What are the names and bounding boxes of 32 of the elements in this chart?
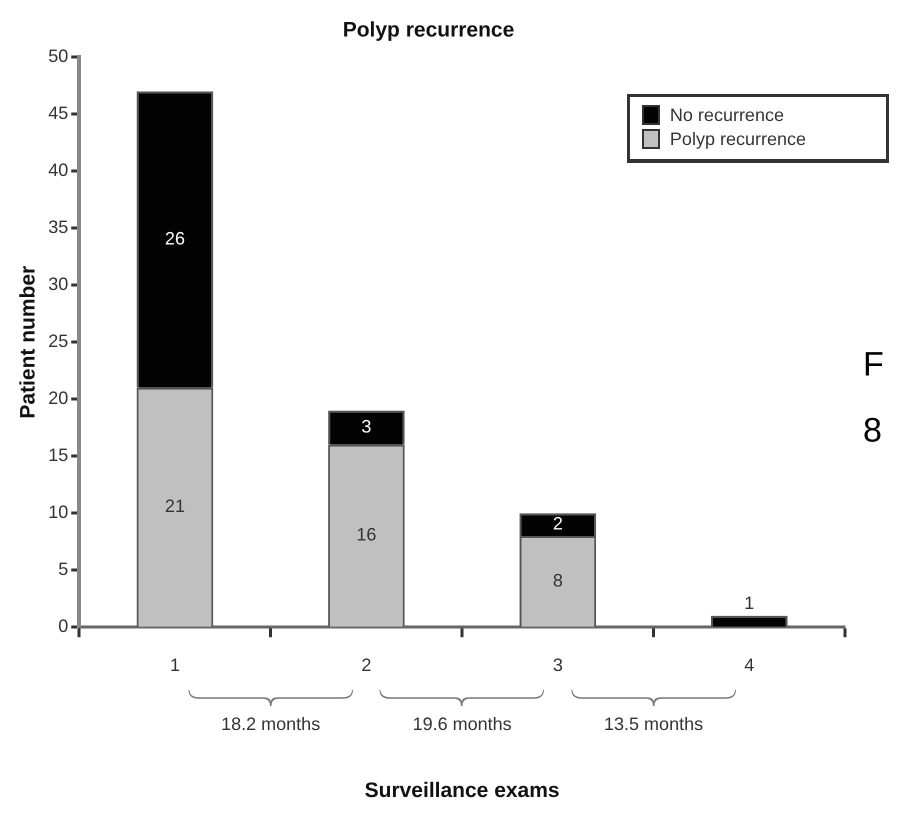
y-tick-label: 0 bbox=[58, 616, 68, 636]
chart-title: Polyp recurrence bbox=[342, 18, 514, 42]
x-tick-label: 3 bbox=[552, 654, 563, 675]
y-tick-label: 30 bbox=[48, 274, 68, 294]
data-label: 26 bbox=[164, 228, 185, 249]
y-axis-title: Patient number bbox=[16, 266, 40, 419]
y-tick-label: 20 bbox=[48, 388, 68, 408]
legend-label: Polyp recurrence bbox=[670, 128, 806, 151]
text: F bbox=[863, 345, 884, 384]
x-tick-label: 2 bbox=[361, 654, 372, 675]
text: 19.6 months bbox=[412, 714, 512, 734]
y-tick-label: 50 bbox=[48, 46, 68, 66]
y-tick-label: 5 bbox=[58, 559, 68, 580]
data-label: 16 bbox=[356, 524, 376, 545]
text: 13.5 months bbox=[604, 714, 704, 734]
x-axis-title: Surveillance exams bbox=[364, 779, 560, 802]
text: 8 bbox=[863, 411, 882, 450]
x-tick-label: 4 bbox=[744, 654, 754, 675]
y-tick-label: 40 bbox=[48, 160, 68, 180]
y-tick-label: 45 bbox=[48, 103, 68, 124]
data-label: 8 bbox=[552, 570, 563, 590]
y-tick-label: 10 bbox=[48, 502, 68, 522]
y-tick-label: 25 bbox=[48, 331, 68, 352]
data-label: 1 bbox=[744, 592, 754, 613]
legend-label: No recurrence bbox=[670, 104, 784, 127]
y-tick-label: 35 bbox=[48, 217, 68, 238]
data-label: 21 bbox=[164, 496, 185, 516]
data-label: 2 bbox=[552, 514, 563, 534]
x-tick-label: 1 bbox=[170, 654, 180, 675]
text: 18.2 months bbox=[221, 714, 320, 734]
y-tick-label: 15 bbox=[48, 445, 68, 466]
data-label: 3 bbox=[361, 416, 372, 437]
